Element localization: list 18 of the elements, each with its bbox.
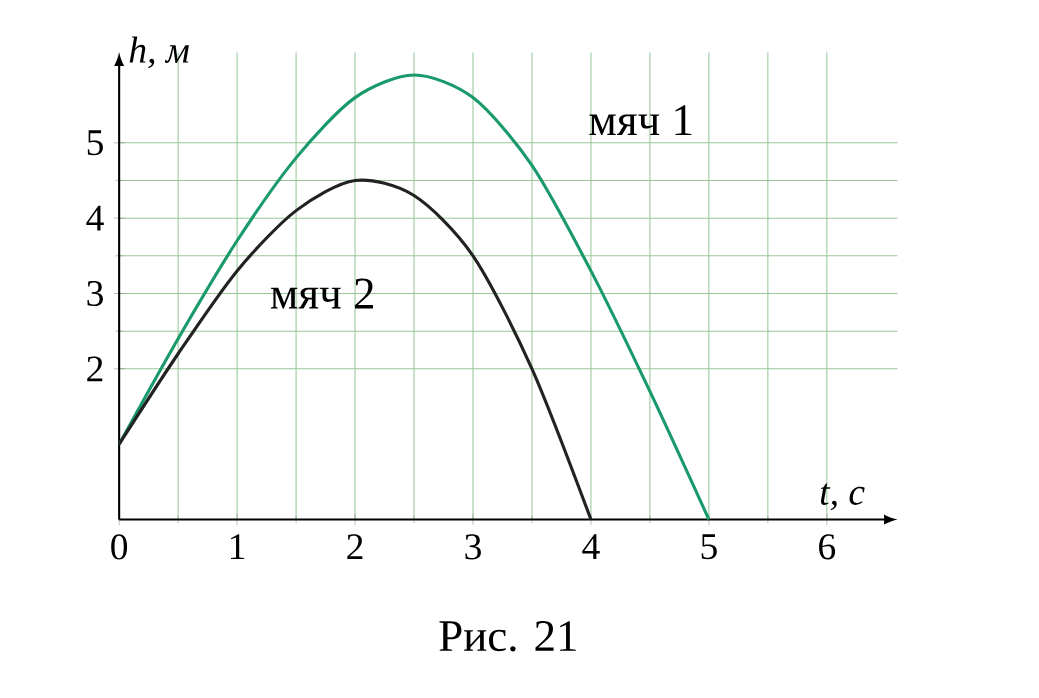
x-tick-label: 2: [347, 534, 363, 560]
x-tick-label: 6: [819, 534, 836, 560]
series-label: мяч 1: [589, 105, 692, 136]
y-tick-label: 5: [87, 130, 103, 156]
x-axis-title: t, с: [820, 483, 865, 511]
text: Рис. 21: [439, 621, 576, 652]
y-tick-label: 3: [87, 280, 103, 307]
y-tick-label: 2: [87, 356, 103, 382]
y-tick-label: 4: [86, 205, 104, 231]
x-tick-label: 0: [111, 534, 128, 560]
line-series: [117, 73, 711, 522]
series-label: мяч 2: [270, 278, 374, 309]
x-tick-label: 3: [465, 534, 481, 560]
x-tick-label: 1: [231, 534, 245, 560]
x-tick-label: 4: [582, 534, 600, 559]
line-series: [117, 178, 593, 522]
y-axis-title: h, м: [129, 36, 189, 69]
x-tick-label: 5: [701, 534, 717, 560]
